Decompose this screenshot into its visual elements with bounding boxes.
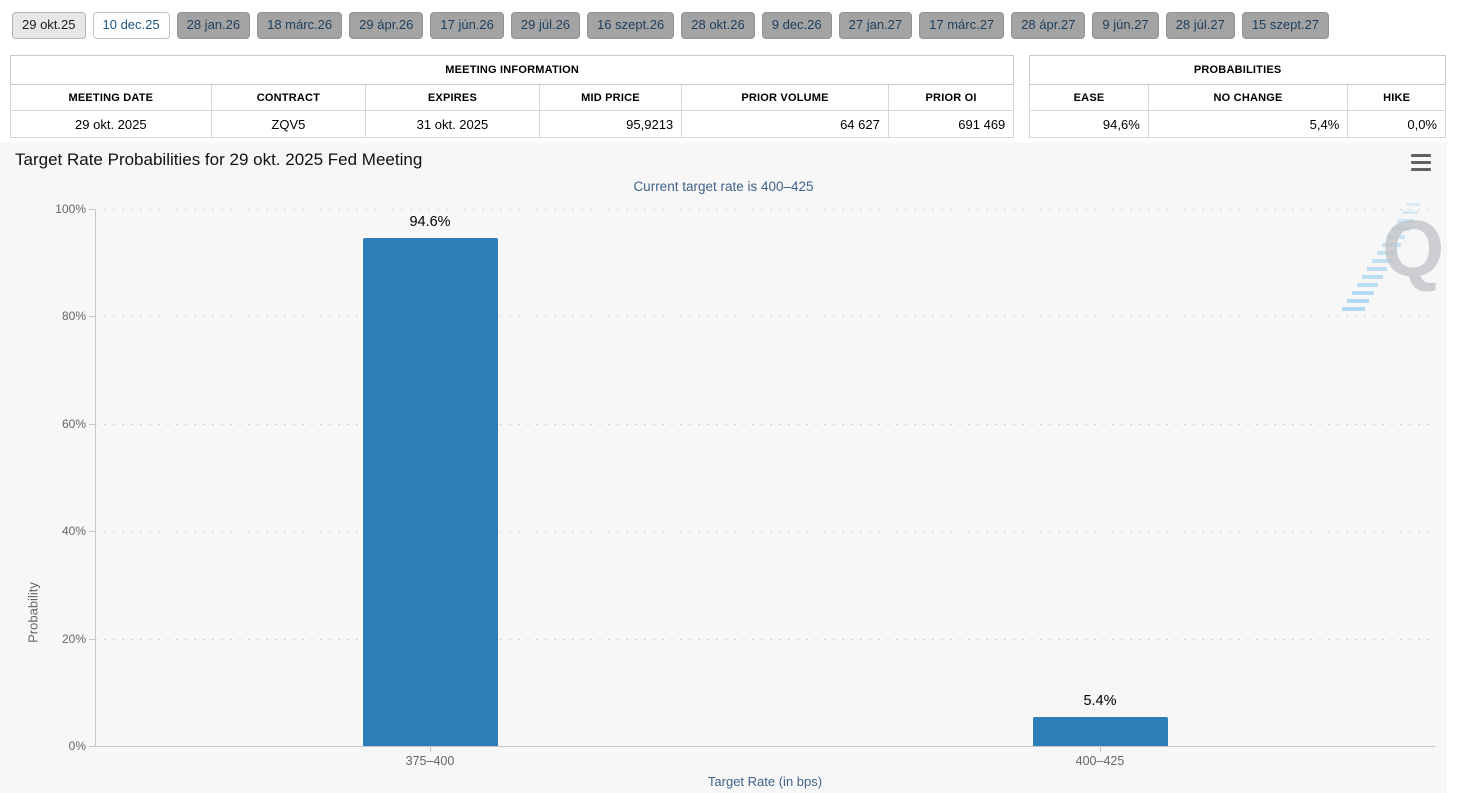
meeting-tab-16-szept-26[interactable]: 16 szept.26 [587,12,675,39]
gridline-100 [95,209,1435,210]
tables-row: MEETING INFORMATION MEETING DATE CONTRAC… [9,55,1446,138]
meeting-tab-18-márc-26[interactable]: 18 márc.26 [257,12,343,39]
hamburger-menu-icon[interactable] [1411,154,1431,171]
col-prior-oi: PRIOR OI [887,84,1015,111]
x-axis-category-label: 375–400 [405,754,455,768]
chart-subtitle: Current target rate is 400–425 [633,179,814,194]
meeting-tab-28-okt-26[interactable]: 28 okt.26 [681,12,755,39]
y-axis-tick-label: 20% [61,631,86,646]
x-axis-tick [430,746,431,752]
menu-bar [1411,168,1431,171]
meeting-tab-15-szept-27[interactable]: 15 szept.27 [1241,12,1330,39]
y-axis-tick-label: 40% [61,524,86,539]
meeting-tab-17-márc-27[interactable]: 17 márc.27 [919,12,1005,39]
y-axis-tick [89,423,95,425]
col-contract: CONTRACT [210,84,367,111]
col-mid-price: MID PRICE [538,84,683,111]
bar-value-label: 94.6% [409,213,451,230]
y-axis-tick-label: 100% [55,202,86,216]
col-meeting-date: MEETING DATE [10,84,212,111]
meeting-tab-17-jún-26[interactable]: 17 jún.26 [430,12,504,39]
bar-375–400[interactable] [362,237,498,746]
bar-value-label: 5.4% [1083,693,1117,709]
y-axis-tick [89,209,95,210]
bar-400–425[interactable] [1032,717,1168,746]
x-axis-line [95,746,1435,747]
y-axis-line [95,209,96,747]
probability-chart: Target Rate Probabilities for 29 okt. 20… [0,143,1447,793]
meeting-tab-28-jan-26[interactable]: 28 jan.26 [176,12,251,39]
y-axis-tick [89,638,95,640]
meeting-date-value: 29 okt. 2025 [10,110,212,138]
col-ease: EASE [1029,84,1149,111]
watermark-stripes [1342,203,1420,311]
probabilities-row: 94,6% 5,4% 0,0% [1029,110,1446,138]
y-axis-title: Probability [25,582,41,643]
meeting-tab-28-júl-27[interactable]: 28 júl.27 [1165,12,1235,39]
probabilities-title: PROBABILITIES [1029,55,1446,85]
menu-bar [1411,161,1431,164]
col-prior-volume: PRIOR VOLUME [681,84,889,111]
watermark-q-letter: Q [1382,204,1445,293]
x-axis-title: Target Rate (in bps) [707,774,823,789]
y-axis-tick-label: 80% [61,309,86,324]
gridline-20 [95,638,1435,640]
y-axis-tick-label: 0% [68,739,86,753]
meeting-tab-28-ápr-27[interactable]: 28 ápr.27 [1011,12,1086,39]
ease-value: 94,6% [1029,110,1149,138]
meeting-information-row: 29 okt. 2025 ZQV5 31 okt. 2025 95,9213 6… [10,110,1015,138]
gridline-80 [95,316,1435,318]
meeting-information-table: MEETING INFORMATION MEETING DATE CONTRAC… [9,55,1015,138]
meeting-tab-10-dec-25[interactable]: 10 dec.25 [92,12,170,39]
prior-volume-value: 64 627 [681,110,889,138]
mid-price-value: 95,9213 [538,110,683,138]
col-expires: EXPIRES [365,84,540,111]
meeting-tab-29-okt-25[interactable]: 29 okt.25 [12,12,86,39]
meeting-tab-27-jan-27[interactable]: 27 jan.27 [838,12,913,39]
prior-oi-value: 691 469 [887,110,1015,138]
col-hike: HIKE [1347,84,1446,111]
col-no-change: NO CHANGE [1147,84,1349,111]
meeting-tab-9-dec-26[interactable]: 9 dec.26 [761,12,832,39]
y-axis-tick [89,746,95,747]
meeting-tab-29-ápr-26[interactable]: 29 ápr.26 [349,12,424,39]
watermark: Q [1340,201,1450,321]
menu-bar [1411,154,1431,157]
meeting-tab-9-jún-27[interactable]: 9 jún.27 [1092,12,1159,39]
expires-value: 31 okt. 2025 [365,110,540,138]
meeting-information-title: MEETING INFORMATION [9,55,1015,85]
meeting-tab-29-júl-26[interactable]: 29 júl.26 [510,12,581,39]
contract-value: ZQV5 [210,110,367,138]
meeting-tabs-bar: 29 okt.25 10 dec.25 28 jan.26 18 márc.26 29 … [0,0,1460,47]
probabilities-table: PROBABILITIES EASE NO CHANGE HIKE 94,6% … [1029,55,1446,138]
chart-title: Target Rate Probabilities for 29 okt. 20… [15,150,423,169]
y-axis-tick [89,316,95,318]
y-axis-tick [89,531,95,533]
hike-value: 0,0% [1347,110,1446,138]
gridline-60 [95,423,1435,425]
x-axis-category-label: 400–425 [1075,754,1125,768]
no-change-value: 5,4% [1147,110,1349,138]
y-axis-tick-label: 60% [61,416,86,431]
x-axis-tick [1100,746,1101,752]
gridline-40 [95,531,1435,533]
